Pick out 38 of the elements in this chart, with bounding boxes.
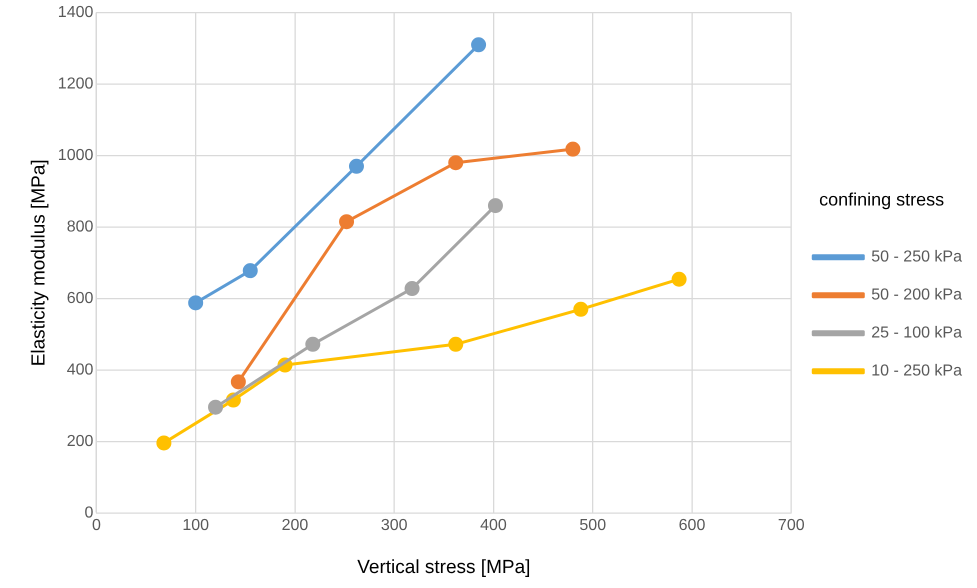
y-tick-label: 400 [66,361,94,378]
point [339,214,354,230]
point [242,263,258,278]
x-tick-label: 300 [380,517,408,534]
y-tick-label: 1200 [58,75,94,92]
point [573,302,588,317]
point [188,295,204,310]
x-tick-label: 500 [579,517,606,534]
point [488,198,503,214]
x-axis-title: Vertical stress [MPa] [357,556,530,578]
x-tick-label: 100 [182,517,210,534]
y-tick-label: 1000 [58,146,94,164]
point [448,155,464,170]
x-tick-label: 200 [282,517,308,534]
point [230,374,246,390]
y-tick-label: 1400 [58,4,94,22]
point [156,435,172,450]
legend-label: 10 - 250 kPa [871,362,962,380]
point [208,400,224,415]
y-tick-label: 0 [84,504,94,522]
point [471,37,486,52]
point [672,272,687,287]
point [565,142,580,157]
y-tick-label: 800 [66,218,94,236]
y-tick-label: 200 [66,432,94,450]
y-axis-title: Elasticity modulus [MPa] [28,159,50,366]
point [348,158,364,174]
point [305,336,320,352]
legend-label: 25 - 100 kPa [871,324,962,342]
point [404,281,420,296]
x-tick-label: 600 [678,517,706,534]
y-tick-label: 600 [66,290,94,307]
legend-title: confining stress [819,190,944,210]
x-tick-label: 700 [778,517,805,534]
legend-label: 50 - 200 kPa [871,286,962,304]
legend-label: 50 - 250 kPa [871,248,962,266]
point [448,336,464,352]
x-tick-label: 400 [480,517,507,534]
